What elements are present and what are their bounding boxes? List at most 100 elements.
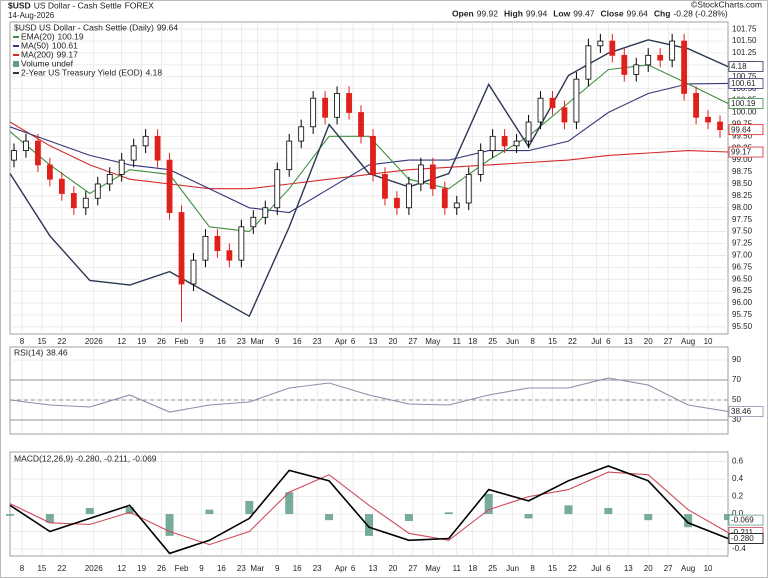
candle-body xyxy=(621,54,628,75)
legend-swatch xyxy=(13,61,19,67)
candle-body xyxy=(585,45,592,80)
y-tick-label: 99.00 xyxy=(732,155,753,164)
quote-label: Close xyxy=(600,8,623,18)
candle-body xyxy=(310,97,317,128)
value-box xyxy=(728,78,764,89)
x-tick-label: 15 xyxy=(548,337,557,346)
x-tick-label: 27 xyxy=(664,337,673,346)
x-tick-label: 27 xyxy=(408,564,417,573)
histogram-bar xyxy=(404,514,413,522)
candle-body xyxy=(118,159,125,175)
y-tick-label: 97.25 xyxy=(732,239,753,248)
histogram-bar xyxy=(564,505,573,515)
quote-value: 99.92 xyxy=(477,8,499,18)
value-box xyxy=(728,406,764,417)
legend-entry: 2-Year US Treasury Yield (EOD) xyxy=(21,67,143,77)
candle-body xyxy=(274,169,281,209)
candle-body xyxy=(250,216,257,228)
candle-body xyxy=(382,174,388,199)
candle-body xyxy=(525,121,532,142)
histogram-bar xyxy=(365,514,373,536)
value-box-label: 100.19 xyxy=(731,99,756,108)
x-tick-label: May xyxy=(425,337,440,346)
x-tick-label: 13 xyxy=(624,337,633,346)
histogram-bar xyxy=(125,507,134,515)
symbol: $USD xyxy=(8,0,31,10)
candle-body xyxy=(501,135,508,147)
candle-body xyxy=(94,183,101,199)
x-tick-label: 23 xyxy=(313,337,322,346)
y-tick-label: 0.0 xyxy=(732,509,744,518)
x-tick-label: 8 xyxy=(20,564,25,573)
x-tick-label: 27 xyxy=(408,337,417,346)
y-tick-label: 101.75 xyxy=(732,24,757,33)
candle-body xyxy=(669,40,676,61)
x-tick-label: 22 xyxy=(568,564,577,573)
quote-value: 99.64 xyxy=(627,8,649,18)
x-tick-label: Jul xyxy=(591,337,601,346)
candle-body xyxy=(513,140,520,147)
candle-body xyxy=(561,107,568,123)
candle-body xyxy=(633,64,640,75)
symbol-name: US Dollar - Cash Settle xyxy=(34,0,122,10)
x-tick-label: 9 xyxy=(275,337,280,346)
y-tick-label: 98.75 xyxy=(732,167,753,176)
x-tick-label: 8 xyxy=(530,337,535,346)
candle-body xyxy=(130,145,137,161)
histogram-bar xyxy=(45,514,54,523)
candle-body xyxy=(262,207,269,218)
candle-body xyxy=(573,78,580,123)
copyright: ©StockCharts.com xyxy=(691,0,762,9)
value-box-label: -0.069 xyxy=(731,516,754,525)
candle-body xyxy=(453,202,460,209)
histogram-bar xyxy=(444,512,453,515)
ma-line xyxy=(9,82,729,214)
value-box xyxy=(728,61,764,72)
candle-body xyxy=(717,121,723,131)
value-box xyxy=(728,124,764,136)
x-tick-label: 23 xyxy=(313,564,322,573)
candle-body xyxy=(226,250,233,261)
quote-label: High xyxy=(504,8,523,18)
legend-entry: EMA(20) xyxy=(21,31,55,41)
legend-value: 4.18 xyxy=(146,67,163,77)
candle-body xyxy=(154,135,161,161)
y-tick-label: 98.25 xyxy=(732,191,753,200)
x-tick-label: 6 xyxy=(606,564,611,573)
candle-body xyxy=(537,97,544,123)
y-tick-label: 97.75 xyxy=(732,215,753,224)
histogram-bar xyxy=(285,492,294,515)
legend-value: 38.46 xyxy=(46,347,68,357)
x-tick-label: 20 xyxy=(644,564,653,573)
x-tick-label: 27 xyxy=(664,564,673,573)
legend-entry: Volume undef xyxy=(21,58,74,68)
y-tick-label: 101.50 xyxy=(732,36,757,45)
quote-label: Open xyxy=(452,8,474,18)
x-tick-label: 6 xyxy=(606,337,611,346)
x-tick-label: 11 xyxy=(453,337,462,346)
y-tick-label: 99.75 xyxy=(732,120,753,129)
x-tick-label: 26 xyxy=(157,337,166,346)
candle-body xyxy=(657,54,664,61)
histogram-bar xyxy=(85,507,94,515)
x-tick-label: 16 xyxy=(293,564,302,573)
candle-body xyxy=(106,174,113,185)
macd-line xyxy=(9,465,729,555)
histogram-bar xyxy=(644,514,653,521)
histogram-bar xyxy=(205,509,214,515)
x-tick-label: 9 xyxy=(199,337,204,346)
x-tick-label: 15 xyxy=(548,564,557,573)
x-tick-label: Aug xyxy=(681,564,695,573)
x-tick-label: Jul xyxy=(591,564,601,573)
x-tick-label: 19 xyxy=(137,337,146,346)
histogram-bar xyxy=(245,500,254,515)
value-box xyxy=(728,98,764,109)
x-tick-label: 13 xyxy=(624,564,633,573)
candle-body xyxy=(142,135,149,147)
candle-body xyxy=(465,174,472,204)
y-tick-label: 100.00 xyxy=(732,108,757,117)
candle-body xyxy=(405,183,412,209)
ma-line xyxy=(9,64,729,233)
candle-body xyxy=(58,178,65,194)
